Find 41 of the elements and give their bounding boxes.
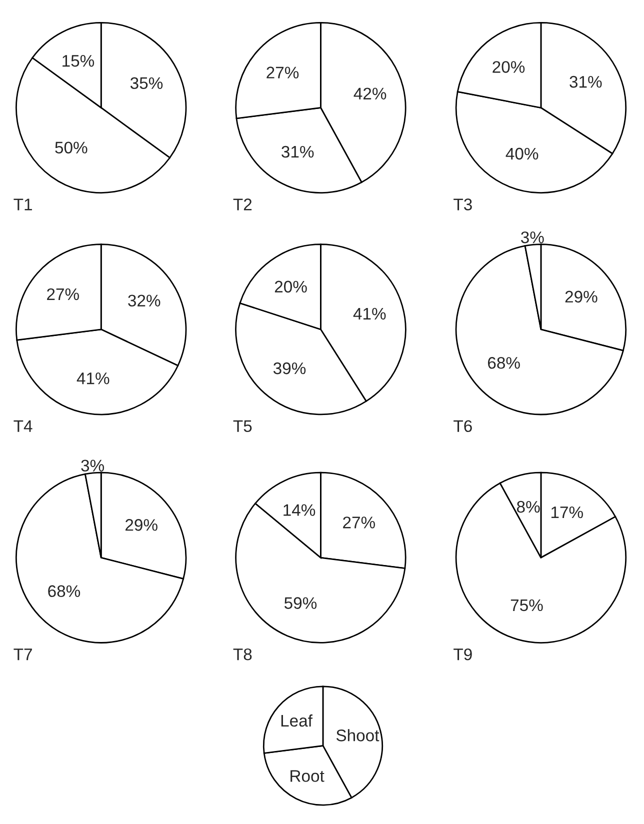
text: T2 — [233, 198, 252, 210]
text: T5 — [233, 420, 252, 432]
data-label: 27% — [266, 66, 299, 78]
text: T1 — [14, 198, 32, 210]
data-label: 41% — [353, 308, 386, 320]
data-label: 42% — [354, 88, 386, 100]
data-label: 41% — [76, 372, 110, 384]
text: T4 — [14, 420, 32, 432]
data-label: 20% — [274, 280, 307, 293]
text: T8 — [233, 648, 252, 660]
data-label: 68% — [48, 585, 80, 598]
data-label: 39% — [273, 362, 306, 374]
text: T6 — [454, 420, 472, 432]
data-label: 17% — [551, 506, 583, 518]
slice-label: Root — [290, 770, 324, 782]
data-label: 29% — [565, 290, 598, 303]
data-label: 27% — [47, 288, 79, 300]
data-label: 20% — [492, 61, 525, 73]
data-label: 3% — [81, 460, 104, 472]
data-label: 35% — [130, 77, 163, 90]
text: T7 — [14, 648, 32, 660]
text: T9 — [454, 648, 472, 660]
pie-slice — [16, 473, 184, 644]
data-label: 68% — [488, 357, 520, 369]
slice-label: Leaf — [281, 714, 313, 727]
pie-slice — [455, 245, 624, 416]
data-label: 59% — [284, 597, 317, 609]
data-label: 15% — [62, 55, 94, 67]
data-label: 8% — [516, 500, 540, 513]
data-label: 31% — [282, 146, 314, 158]
data-label: 27% — [343, 516, 376, 528]
data-label: 50% — [55, 142, 88, 154]
data-label: 31% — [570, 76, 602, 88]
data-label: 29% — [126, 519, 158, 531]
text: T3 — [454, 198, 472, 210]
data-label: 32% — [128, 294, 160, 307]
slice-label: Shoot — [336, 729, 380, 742]
data-label: 75% — [510, 599, 543, 612]
data-label: 3% — [521, 231, 544, 244]
data-label: 14% — [284, 504, 316, 516]
data-label: 40% — [506, 148, 538, 160]
